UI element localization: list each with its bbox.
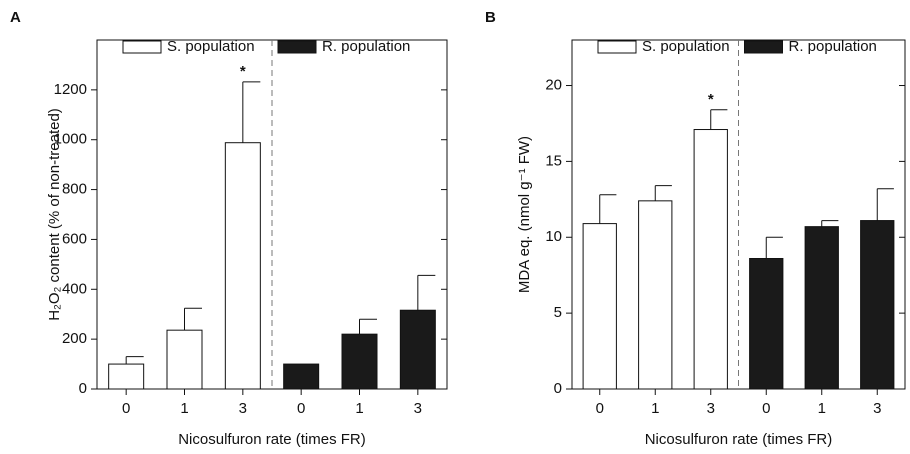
x-tick-label: 0 (596, 400, 604, 417)
panel-label: B (485, 9, 496, 26)
x-tick-label: 1 (651, 400, 659, 417)
x-tick-label: 1 (180, 400, 188, 417)
y-tick-label: 200 (62, 330, 87, 347)
y-tick-label: 5 (554, 304, 562, 321)
bar (749, 258, 784, 390)
y-tick-label: 15 (545, 152, 562, 169)
bar (860, 220, 895, 390)
x-axis-label: Nicosulfuron rate (times FR) (178, 431, 366, 448)
bar (804, 226, 839, 390)
x-tick-label: 1 (355, 400, 363, 417)
y-tick-label: 0 (554, 380, 562, 397)
legend-label: S. population (167, 38, 255, 55)
x-tick-label: 1 (818, 400, 826, 417)
y-tick-label: 20 (545, 76, 562, 93)
bar (341, 333, 378, 390)
y-tick-label: 800 (62, 181, 87, 198)
legend-swatch (277, 40, 317, 54)
bar (582, 223, 617, 390)
bar (283, 363, 320, 390)
legend-label: R. population (322, 38, 410, 55)
x-tick-label: 0 (297, 400, 305, 417)
y-tick-label: 600 (62, 230, 87, 247)
bar (224, 142, 261, 390)
annotation: * (708, 91, 714, 108)
bar (166, 329, 203, 390)
y-axis-label: H₂O₂ content (% of non-treated) (46, 108, 63, 321)
y-tick-label: 1200 (54, 81, 87, 98)
x-tick-label: 0 (762, 400, 770, 417)
y-tick-label: 400 (62, 280, 87, 297)
legend-swatch (744, 40, 783, 54)
bar (693, 129, 728, 390)
panel-label: A (10, 9, 21, 26)
y-axis-label: MDA eq. (nmol g⁻¹ FW) (516, 136, 533, 293)
annotation: * (240, 63, 246, 80)
y-tick-label: 1000 (54, 131, 87, 148)
x-tick-label: 3 (873, 400, 881, 417)
y-tick-label: 10 (545, 228, 562, 245)
bar (108, 363, 145, 390)
bar (638, 200, 673, 390)
legend-label: R. population (789, 38, 877, 55)
x-tick-label: 3 (239, 400, 247, 417)
x-tick-label: 0 (122, 400, 130, 417)
y-tick-label: 0 (79, 380, 87, 397)
legend-label: S. population (642, 38, 730, 55)
x-tick-label: 3 (414, 400, 422, 417)
legend-swatch (122, 40, 162, 54)
x-tick-label: 3 (707, 400, 715, 417)
x-axis-label: Nicosulfuron rate (times FR) (645, 431, 833, 448)
legend-swatch (597, 40, 637, 54)
bar (399, 309, 436, 390)
